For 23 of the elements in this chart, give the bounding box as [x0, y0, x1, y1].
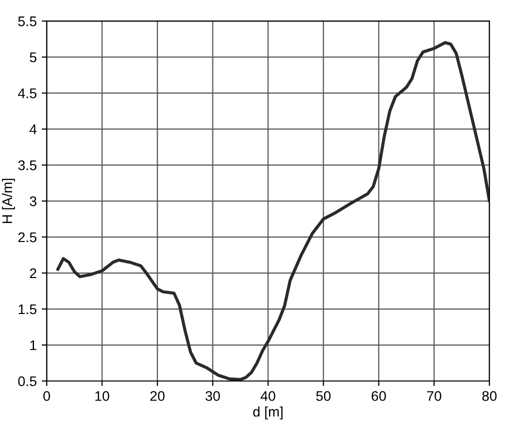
y-tick-label: 5.5 [18, 16, 36, 26]
y-axis-title: H [A/m] [2, 178, 15, 224]
y-tick-label: 0.5 [18, 376, 36, 386]
x-tick-label: 70 [427, 391, 442, 401]
x-tick-label: 50 [316, 391, 331, 401]
y-tick-label: 5 [30, 52, 36, 62]
y-tick-label: 3 [30, 196, 36, 206]
y-tick-label: 3.5 [18, 160, 36, 170]
x-tick-label: 60 [372, 391, 386, 401]
x-axis-title: d [m] [253, 406, 283, 420]
line-series [56, 41, 490, 382]
y-tick-label: 4.5 [18, 88, 36, 98]
y-tick-label: 1.5 [18, 304, 36, 314]
y-tick-label: 1 [30, 340, 36, 350]
y-tick-label: 2 [30, 268, 36, 278]
x-tick-label: 20 [150, 391, 165, 401]
x-tick-label: 0 [43, 391, 50, 401]
y-tick-label: 4 [30, 124, 37, 134]
x-tick-label: 30 [206, 391, 220, 401]
y-tick-label: 2.5 [18, 232, 36, 242]
x-tick-label: 80 [482, 391, 497, 401]
x-tick-label: 40 [260, 391, 276, 401]
x-tick-label: 10 [95, 391, 110, 401]
